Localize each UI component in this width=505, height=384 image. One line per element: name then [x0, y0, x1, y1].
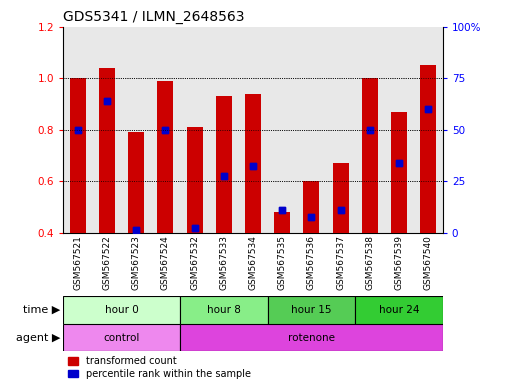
- Bar: [296, 27, 325, 233]
- Bar: [419, 65, 435, 233]
- Bar: [332, 163, 348, 233]
- Point: [190, 225, 198, 231]
- Point: [248, 163, 257, 169]
- Text: time ▶: time ▶: [23, 305, 61, 315]
- Point: [423, 106, 431, 112]
- Point: [190, 225, 198, 231]
- Point: [394, 160, 402, 166]
- Point: [74, 127, 82, 133]
- Bar: [390, 112, 406, 233]
- Point: [219, 173, 227, 179]
- Point: [103, 98, 111, 104]
- Point: [132, 227, 140, 233]
- Point: [278, 207, 286, 213]
- Bar: [121, 27, 150, 233]
- Point: [74, 127, 82, 133]
- Text: hour 0: hour 0: [105, 305, 138, 315]
- Text: control: control: [103, 333, 139, 343]
- Bar: [63, 296, 180, 324]
- Bar: [244, 94, 261, 233]
- Bar: [180, 27, 209, 233]
- Point: [132, 227, 140, 233]
- Bar: [355, 296, 442, 324]
- Bar: [92, 27, 121, 233]
- Bar: [215, 96, 231, 233]
- Bar: [267, 296, 355, 324]
- Text: hour 24: hour 24: [378, 305, 418, 315]
- Bar: [180, 324, 442, 351]
- Bar: [128, 132, 144, 233]
- Text: GDS5341 / ILMN_2648563: GDS5341 / ILMN_2648563: [63, 10, 244, 25]
- Point: [394, 160, 402, 166]
- Point: [365, 127, 373, 133]
- Bar: [63, 27, 92, 233]
- Bar: [361, 78, 377, 233]
- Point: [365, 127, 373, 133]
- Bar: [238, 27, 267, 233]
- Text: hour 8: hour 8: [207, 305, 240, 315]
- Point: [161, 127, 169, 133]
- Bar: [332, 163, 348, 233]
- Bar: [267, 27, 296, 233]
- Bar: [157, 81, 173, 233]
- Bar: [274, 212, 290, 233]
- Bar: [63, 324, 180, 351]
- Bar: [99, 68, 115, 233]
- Bar: [274, 212, 290, 233]
- Point: [423, 106, 431, 112]
- Bar: [355, 27, 384, 233]
- Bar: [150, 27, 180, 233]
- Text: agent ▶: agent ▶: [16, 333, 61, 343]
- Bar: [157, 81, 173, 233]
- Legend: transformed count, percentile rank within the sample: transformed count, percentile rank withi…: [68, 356, 250, 379]
- Bar: [413, 27, 442, 233]
- Point: [336, 207, 344, 213]
- Bar: [70, 78, 86, 233]
- Bar: [128, 132, 144, 233]
- Point: [307, 214, 315, 220]
- Bar: [390, 112, 406, 233]
- Point: [219, 173, 227, 179]
- Point: [336, 207, 344, 213]
- Bar: [215, 96, 231, 233]
- Bar: [325, 27, 355, 233]
- Bar: [419, 65, 435, 233]
- Point: [278, 207, 286, 213]
- Bar: [384, 27, 413, 233]
- Text: hour 15: hour 15: [290, 305, 331, 315]
- Bar: [186, 127, 202, 233]
- Point: [307, 214, 315, 220]
- Bar: [180, 296, 267, 324]
- Bar: [244, 94, 261, 233]
- Bar: [303, 181, 319, 233]
- Bar: [303, 181, 319, 233]
- Bar: [99, 68, 115, 233]
- Bar: [209, 27, 238, 233]
- Text: rotenone: rotenone: [287, 333, 334, 343]
- Bar: [186, 127, 202, 233]
- Bar: [361, 78, 377, 233]
- Point: [248, 163, 257, 169]
- Point: [161, 127, 169, 133]
- Point: [103, 98, 111, 104]
- Bar: [70, 78, 86, 233]
